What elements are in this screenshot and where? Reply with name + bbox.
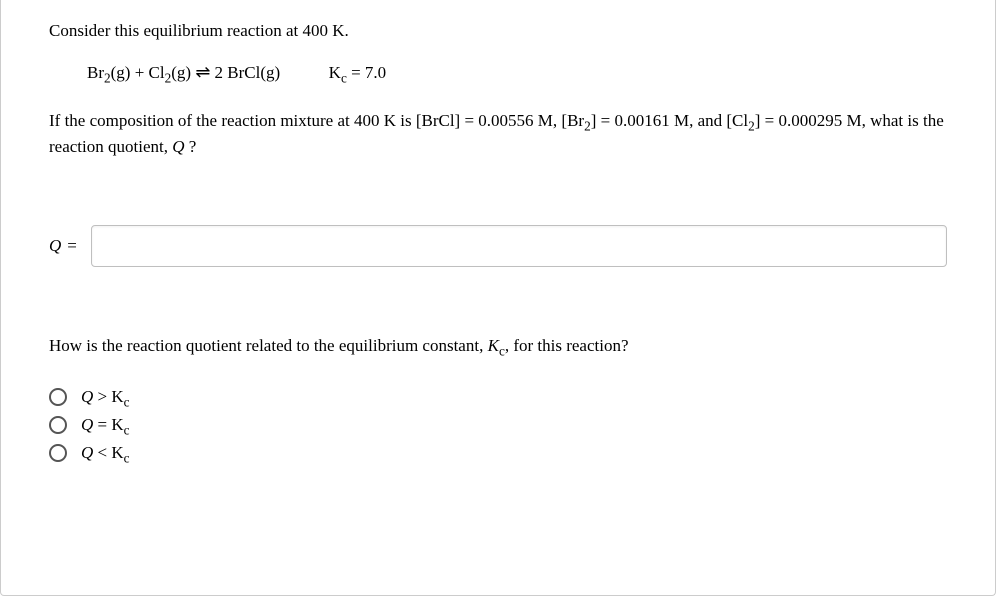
- equals-sign: =: [67, 236, 77, 256]
- equilibrium-equation: Br2(g) + Cl2(g) ⇌ 2 BrCl(g) Kc = 7.0: [87, 58, 947, 87]
- option-row-0[interactable]: Q > Kc: [49, 387, 947, 407]
- equation-rhs: 2 BrCl(g): [215, 63, 281, 82]
- q-input[interactable]: [91, 225, 947, 267]
- option-row-2[interactable]: Q < Kc: [49, 443, 947, 463]
- equilibrium-arrow-icon: ⇌: [195, 62, 210, 82]
- question2-text: How is the reaction quotient related to …: [49, 333, 947, 359]
- kc-value: Kc = 7.0: [329, 63, 387, 82]
- option-row-1[interactable]: Q = Kc: [49, 415, 947, 435]
- intro-text: Consider this equilibrium reaction at 40…: [49, 18, 947, 44]
- radio-icon[interactable]: [49, 388, 67, 406]
- q-label: Q: [49, 236, 61, 256]
- option-label[interactable]: Q < Kc: [81, 443, 130, 463]
- answer-row: Q =: [49, 225, 947, 267]
- radio-icon[interactable]: [49, 416, 67, 434]
- composition-text: If the composition of the reaction mixtu…: [49, 108, 947, 159]
- question-card: Consider this equilibrium reaction at 40…: [0, 0, 996, 596]
- option-label[interactable]: Q > Kc: [81, 387, 130, 407]
- radio-icon[interactable]: [49, 444, 67, 462]
- equation-lhs: Br2(g) + Cl2(g): [87, 63, 191, 82]
- option-label[interactable]: Q = Kc: [81, 415, 130, 435]
